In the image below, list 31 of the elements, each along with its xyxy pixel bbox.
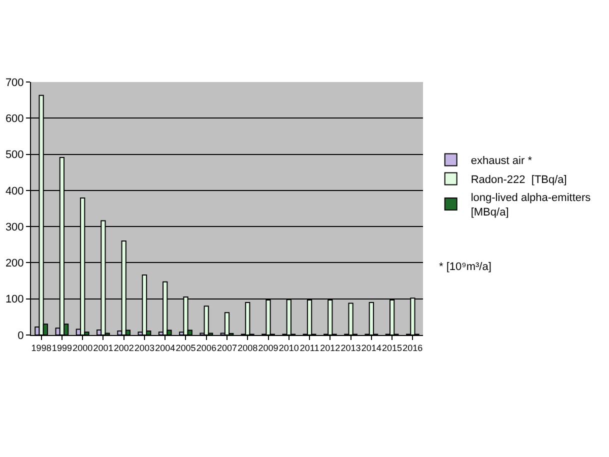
y-tick-label: 600 — [5, 112, 24, 125]
x-tick-label: 2005 — [176, 342, 196, 353]
y-tick-label: 500 — [5, 149, 24, 162]
x-tick-label: 1998 — [31, 342, 52, 353]
x-tick-label: 2006 — [196, 342, 216, 353]
x-tick-label: 2000 — [72, 342, 93, 353]
x-tick-label: 2002 — [114, 342, 134, 353]
x-tick-label: 2012 — [320, 342, 340, 353]
x-tick-label: 2004 — [155, 342, 176, 353]
x-tick-label: 2009 — [258, 342, 278, 353]
y-tick-label: 200 — [5, 258, 24, 270]
x-tick-label: 1999 — [52, 342, 72, 353]
text: * [10⁹m³/a] — [439, 261, 492, 273]
x-tick-label: 2015 — [382, 342, 402, 353]
y-tick-label: 700 — [5, 76, 24, 89]
x-tick-label: 2014 — [361, 342, 382, 353]
x-tick-label: 2010 — [278, 342, 299, 353]
x-tick-label: 2011 — [300, 342, 320, 353]
x-tick-label: 2013 — [340, 342, 361, 353]
legend-label: exhaust air * — [470, 155, 533, 168]
x-tick-label: 2003 — [134, 342, 154, 353]
legend-label: Radon-222 [TBq/a] — [470, 174, 567, 186]
y-tick-label: 300 — [5, 221, 24, 234]
y-tick-label: 0 — [18, 330, 24, 342]
x-tick-label: 2007 — [216, 342, 238, 353]
x-tick-label: 2008 — [238, 342, 258, 353]
x-tick-label: 2016 — [402, 342, 423, 353]
x-tick-label: 2001 — [93, 342, 114, 353]
legend-label: long-lived alpha-emitters [MBq/a] — [470, 192, 592, 218]
y-tick-label: 400 — [5, 185, 24, 198]
y-tick-label: 100 — [5, 294, 24, 306]
